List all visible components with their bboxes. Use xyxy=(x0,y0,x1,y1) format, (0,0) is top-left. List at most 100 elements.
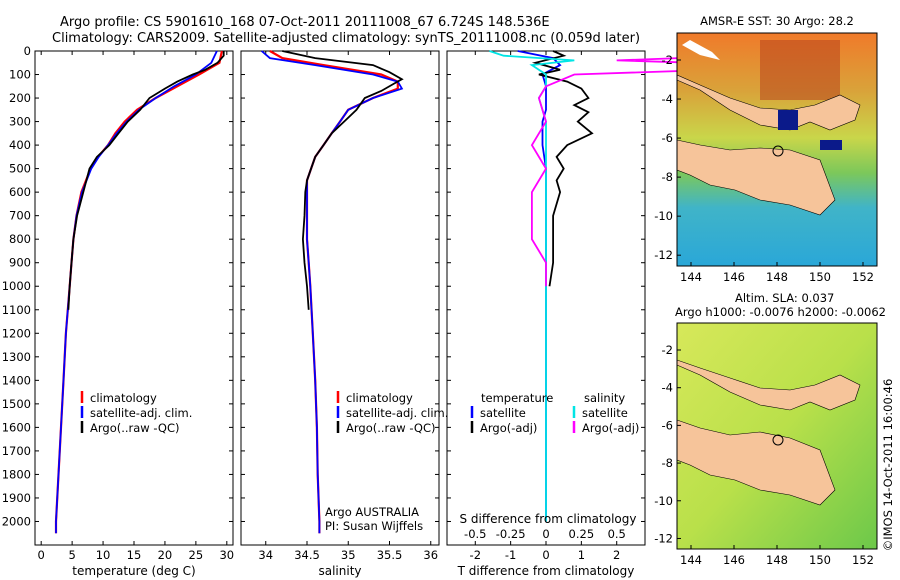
series-line-argo-raw-qc- xyxy=(67,51,225,310)
temperature-plot: 0100200300400500600700800900100011001200… xyxy=(2,44,234,562)
x-tick-label: 1 xyxy=(578,548,585,562)
legend-label: Argo(..raw -QC) xyxy=(346,421,436,435)
sst-cold-patch xyxy=(778,110,798,130)
y-tick-label: 900 xyxy=(9,256,31,270)
legend-label: Argo(..raw -QC) xyxy=(90,421,180,435)
x-tick-label: 5 xyxy=(68,548,75,562)
sla-map-title: Altim. SLA: 0.037 xyxy=(735,291,834,305)
map-y-tick-label: -6 xyxy=(662,131,673,145)
series-line-satellite-adj-clim- xyxy=(261,50,404,534)
series-line-t-satellite xyxy=(517,50,562,522)
x-tick-label: 30 xyxy=(219,548,234,562)
difference-legend: temperature salinity satellite Argo(-adj… xyxy=(470,391,639,435)
timestamp-stamp: ©IMOS 14-Oct-2011 16:00:46 xyxy=(881,379,895,552)
difference-xlabel-top: S difference from climatology xyxy=(460,512,637,526)
series-line-s-satellite xyxy=(489,50,575,522)
map-y-tick-label: -12 xyxy=(654,531,673,545)
y-tick-label: 500 xyxy=(9,162,31,176)
x-tick-label: 0 xyxy=(542,548,549,562)
salinity-annotation-1: Argo AUSTRALIA xyxy=(325,505,419,519)
x-tick-label-top: 0.5 xyxy=(608,527,626,541)
series-line-climatology xyxy=(54,50,223,534)
y-tick-label: 1100 xyxy=(2,303,31,317)
x-tick-label-top: 0.25 xyxy=(569,527,595,541)
x-tick-label: 2 xyxy=(613,548,620,562)
legend-label: climatology xyxy=(346,391,413,405)
x-tick-label: 35.5 xyxy=(377,548,403,562)
x-tick-label: 0 xyxy=(38,548,45,562)
y-tick-label: 1900 xyxy=(2,491,31,505)
map-y-tick-label: -6 xyxy=(662,418,673,432)
y-tick-label: 800 xyxy=(9,232,31,246)
map-y-tick-label: -4 xyxy=(662,92,673,106)
map-y-tick-label: -12 xyxy=(654,248,673,262)
legend-title-salinity: salinity xyxy=(584,391,625,405)
salinity-legend: climatology satellite-adj. clim. Argo(..… xyxy=(336,391,448,435)
map-x-tick-label: 150 xyxy=(809,270,831,284)
map-x-tick-label: 150 xyxy=(809,553,831,567)
x-tick-label-top: 0 xyxy=(542,527,549,541)
temperature-xlabel: temperature (deg C) xyxy=(72,564,195,578)
y-tick-label: 1600 xyxy=(2,420,31,434)
sst-missing-patch xyxy=(682,40,720,60)
sla-map-subtitle: Argo h1000: -0.0076 h2000: -0.0062 xyxy=(675,305,886,319)
map-y-tick-label: -10 xyxy=(654,494,673,508)
argo-location-marker xyxy=(772,434,784,446)
salinity-panel xyxy=(240,50,440,546)
x-tick-label: -1 xyxy=(505,548,516,562)
map-x-tick-label: 148 xyxy=(766,270,788,284)
y-tick-label: 1000 xyxy=(2,279,31,293)
y-tick-label: 100 xyxy=(9,68,31,82)
sst-warm-patch xyxy=(760,40,840,100)
x-tick-label: 36 xyxy=(423,548,438,562)
legend-label: satellite xyxy=(582,406,628,420)
legend-label: climatology xyxy=(90,391,157,405)
x-tick-label: 34 xyxy=(258,548,273,562)
series-line-t-argo-adj- xyxy=(531,50,594,287)
map-y-tick-label: -8 xyxy=(662,456,673,470)
x-tick-label: 15 xyxy=(127,548,142,562)
x-tick-label: 10 xyxy=(96,548,111,562)
sst-land-new-guinea xyxy=(676,139,836,216)
y-tick-label: 1700 xyxy=(2,444,31,458)
y-tick-label: 1200 xyxy=(2,326,31,340)
map-x-tick-label: 144 xyxy=(680,270,702,284)
y-tick-label: 200 xyxy=(9,91,31,105)
legend-label: Argo(-adj) xyxy=(582,421,639,435)
temperature-legend: climatology satellite-adj. clim. Argo(..… xyxy=(80,391,192,435)
y-tick-label: 2000 xyxy=(2,514,31,528)
x-tick-label-top: -0.25 xyxy=(496,527,526,541)
difference-xlabel: T difference from climatology xyxy=(457,564,635,578)
sla-land-new-britain xyxy=(676,359,861,411)
sst-land-new-britain xyxy=(676,74,861,131)
legend-label: Argo(-adj) xyxy=(480,421,537,435)
map-x-tick-label: 146 xyxy=(723,553,745,567)
title-line-2: Climatology: CARS2009. Satellite-adjuste… xyxy=(52,31,640,46)
map-x-tick-label: 152 xyxy=(852,270,874,284)
x-tick-label: 25 xyxy=(189,548,204,562)
y-tick-label: 700 xyxy=(9,209,31,223)
legend-label: satellite-adj. clim. xyxy=(90,406,192,420)
x-tick-label: -2 xyxy=(470,548,481,562)
map-y-tick-label: -8 xyxy=(662,170,673,184)
map-x-tick-label: 146 xyxy=(723,270,745,284)
sst-map xyxy=(676,32,878,267)
series-line-satellite-adj-clim- xyxy=(55,50,218,534)
salinity-xlabel: salinity xyxy=(318,564,361,578)
x-tick-label: 34.5 xyxy=(294,548,320,562)
x-tick-label: 35 xyxy=(341,548,356,562)
x-tick-label: 20 xyxy=(158,548,173,562)
y-tick-label: 0 xyxy=(24,44,31,58)
map-x-tick-label: 152 xyxy=(852,553,874,567)
series-line-argo-raw-qc- xyxy=(282,50,404,310)
y-tick-label: 1300 xyxy=(2,350,31,364)
sst-map-title: AMSR-E SST: 30 Argo: 28.2 xyxy=(700,14,854,28)
title-line-1: Argo profile: CS 5901610_168 07-Oct-2011… xyxy=(60,15,550,30)
y-tick-label: 400 xyxy=(9,138,31,152)
map-x-tick-label: 148 xyxy=(766,553,788,567)
difference-plot: -2 -1 0 1 2-0.5 -0.25 0 0.25 0.5 xyxy=(447,50,801,562)
map-x-tick-label: 144 xyxy=(680,553,702,567)
map-y-tick-label: -2 xyxy=(662,53,673,67)
legend-title-temperature: temperature xyxy=(481,391,553,405)
